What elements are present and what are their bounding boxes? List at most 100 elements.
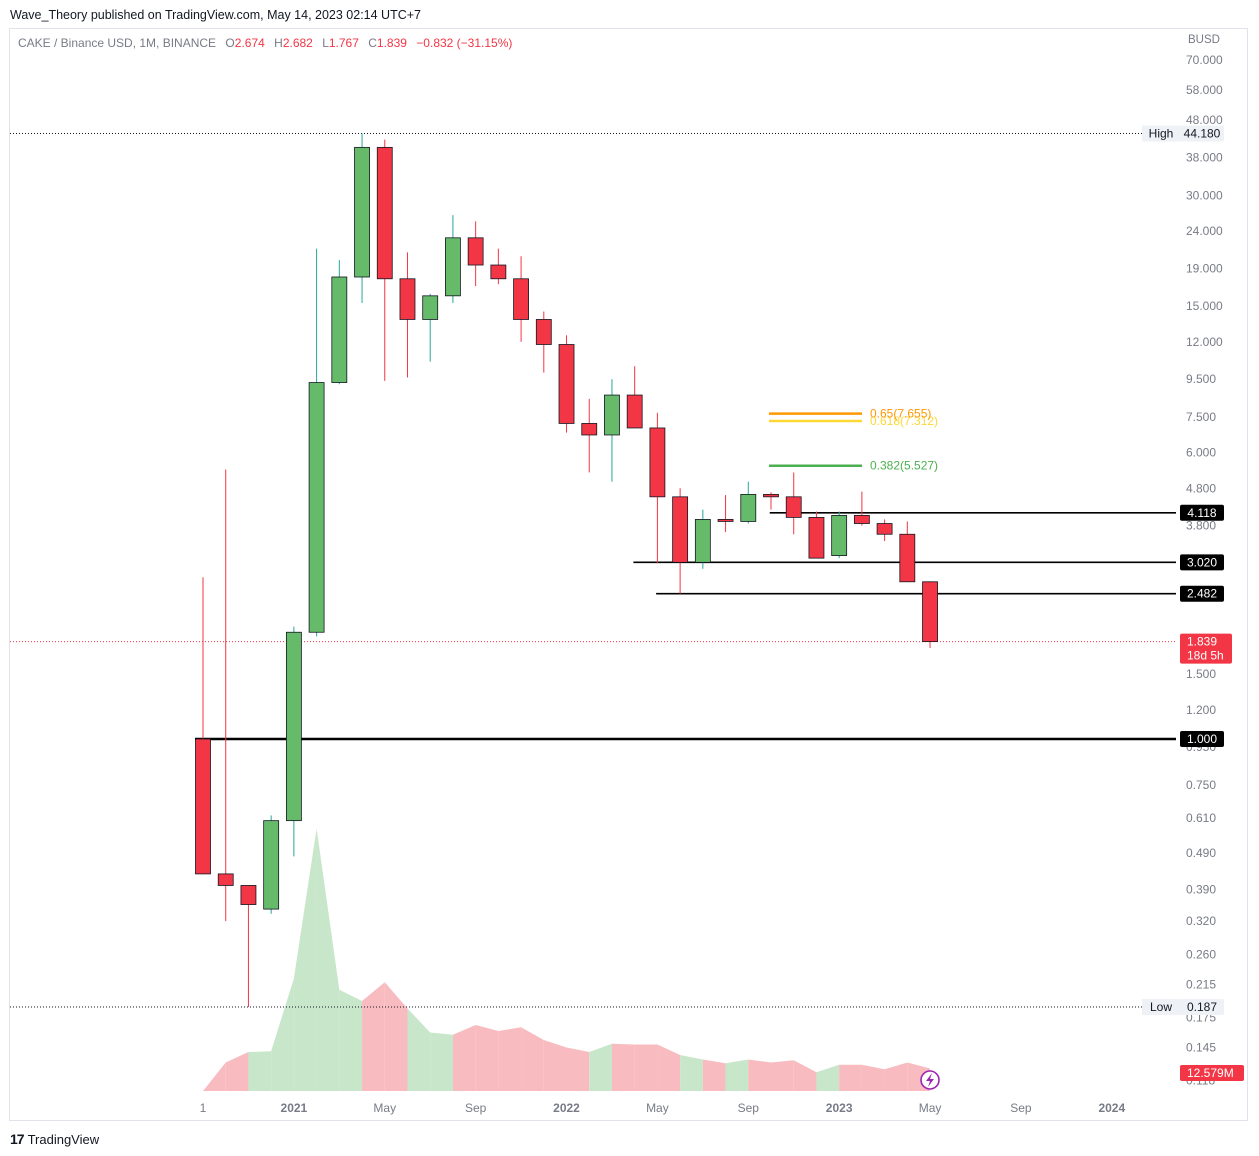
time-tick-label: Sep [738,1101,760,1115]
candle-body [763,493,779,498]
symbol-legend[interactable]: CAKE / Binance USD, 1M, BINANCE O2.674 H… [18,36,512,50]
last-price-value: 1.839 [1187,635,1217,649]
close-value: 1.839 [376,36,407,50]
price-tick-label: 30.000 [1186,188,1223,202]
price-tick-label: 38.000 [1186,151,1223,165]
candle-body [263,820,280,910]
low-label: L [322,36,329,50]
price-tick-label: 0.750 [1186,778,1216,792]
volume-segment [498,1027,522,1091]
fib-label-0.618: 0.618(7.312) [870,414,938,428]
low-value: 1.767 [328,36,359,50]
high-tag-bg [1180,125,1224,142]
volume-segment [384,982,408,1091]
volume-tag-bg [1180,1065,1244,1081]
level-tag-value: 3.020 [1187,555,1217,569]
volume-segment [748,1059,771,1091]
level-tag-value: 2.482 [1187,587,1217,601]
level-tag-bg [1180,585,1224,602]
price-tick-label: 0.145 [1186,1041,1216,1055]
volume-segment [771,1060,794,1091]
high-label: H [274,36,283,50]
volume-segment [861,1064,885,1091]
candle-body [445,237,461,297]
volume-segment [725,1059,749,1091]
price-tick-label: 0.610 [1186,811,1216,825]
candle-body [195,738,211,875]
fib-label-0.382: 0.382(5.527) [870,459,938,473]
candle-body [694,519,711,563]
candle-body [308,382,325,633]
price-tick-label: 0.320 [1186,914,1216,928]
time-tick-label: May [373,1101,396,1115]
alert-icon[interactable] [920,1070,940,1090]
candle-body [490,264,507,280]
candle-body [422,295,439,320]
volume-segment [657,1044,681,1091]
candle-body [217,873,234,886]
low-tag-bg [1180,999,1224,1015]
volume-segment [634,1044,658,1091]
time-axis[interactable]: 1 2021 May Sep 2022 May Sep 2023 May Sep 2024 [200,1101,1126,1115]
high-tag-label-bg [1142,125,1180,142]
high-tag-label: High [1149,126,1174,140]
close-label: C [368,36,377,50]
time-tick-label: 1 [200,1101,207,1115]
candle-body [922,581,938,643]
currency-label[interactable]: BUSD [1188,34,1220,46]
volume-segment [839,1064,862,1091]
candle-body [785,496,802,518]
volume-segment [566,1047,590,1091]
level-tag: 1.000 [1180,731,1224,747]
brand-footer[interactable]: 17 TradingView [10,1131,99,1147]
price-tick-label: 0.390 [1186,883,1216,897]
price-tick-label: 7.500 [1186,410,1216,424]
volume-tag: 12.579M [1180,1065,1244,1081]
candle-body [376,146,393,280]
candle-body [467,237,484,266]
change-value: −0.832 (−31.15%) [416,36,513,50]
volume-segment [680,1055,703,1091]
volume-segment [589,1043,612,1091]
volume-segment [225,1052,249,1091]
price-tick-label: 48.000 [1186,113,1223,127]
candle-body [535,319,552,345]
price-tick-label: 24.000 [1186,224,1223,238]
time-tick-label: Sep [465,1101,487,1115]
price-tick-label: 19.000 [1186,261,1223,275]
candle-body [240,885,257,905]
candle-body [876,523,893,535]
candle-body [399,278,416,320]
price-tick-label: 0.490 [1186,846,1216,860]
axis-tags-group: 44.180 High 0.187 Low 4.118 3.020 2.482 1.000 1.… [1142,125,1244,1081]
candle-body [626,394,643,429]
volume-segment [339,989,363,1091]
candle-body [649,427,666,498]
candle-body [285,631,302,822]
brand-name: TradingView [27,1131,100,1147]
volume-segment [475,1025,499,1091]
low-tag: 0.187 Low [1142,999,1224,1015]
volume-area-group [203,828,931,1091]
time-tick-label: 2023 [826,1101,853,1115]
candle-body [604,394,620,436]
price-tick-label: 3.800 [1186,519,1216,533]
time-tick-label: 2022 [553,1101,580,1115]
price-tick-label: 1.200 [1186,703,1216,717]
level-tag-bg [1180,731,1224,747]
candle-body [331,276,348,383]
time-tick-label: 2024 [1098,1101,1125,1115]
volume-segment [521,1027,544,1091]
price-tick-label: 58.000 [1186,83,1223,97]
volume-segment [248,1051,272,1091]
candle-body [740,493,757,522]
time-tick-label: May [646,1101,669,1115]
volume-segment [430,1032,453,1091]
candle-body [831,515,848,556]
volume-segment [793,1060,817,1091]
price-tick-label: 15.000 [1186,299,1223,313]
tradingview-logo-icon: 17 [10,1131,25,1147]
candle-body [354,146,370,278]
volume-tag-value: 12.579M [1187,1066,1234,1080]
